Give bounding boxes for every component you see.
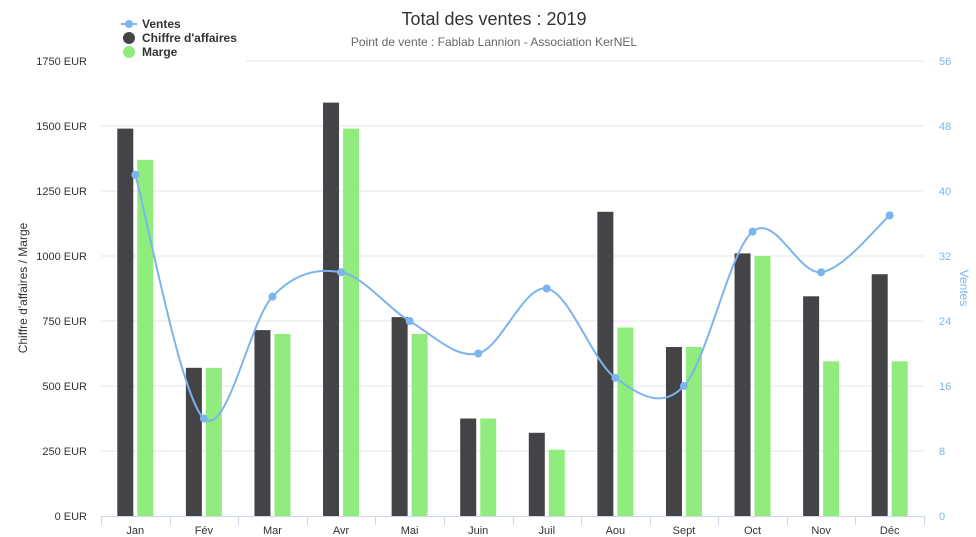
y-left-tick-label: 1750 EUR <box>36 56 87 68</box>
legend-point-symbol <box>125 20 133 28</box>
y-right-tick-label: 24 <box>939 316 951 328</box>
revenue-bar <box>803 296 820 516</box>
revenue-bar <box>460 418 477 516</box>
y-left-tick-label: 750 EUR <box>42 316 87 328</box>
sales-point <box>611 373 620 382</box>
x-tick-label: Avr <box>333 525 350 537</box>
x-tick-label: Juil <box>539 525 556 537</box>
sales-point <box>474 349 483 358</box>
legend-box <box>116 15 246 63</box>
revenue-bar <box>665 347 682 516</box>
margin-bar <box>754 256 771 516</box>
margin-bar <box>411 334 428 516</box>
y-right-tick-label: 56 <box>939 56 951 68</box>
revenue-bar <box>254 330 271 516</box>
sales-point <box>885 211 894 220</box>
revenue-bar <box>391 317 408 516</box>
x-tick-label: Aou <box>606 525 626 537</box>
sales-point <box>131 170 140 179</box>
sales-point <box>199 414 208 423</box>
sales-point <box>337 268 346 277</box>
y-right-tick-label: 40 <box>939 186 951 198</box>
x-tick-label: Fév <box>195 525 214 537</box>
grid-lines <box>101 60 924 452</box>
margin-bar <box>685 347 702 516</box>
y-right-tick-label: 0 <box>939 511 945 523</box>
legend-symbol <box>123 46 135 58</box>
legend-label: Ventes <box>142 17 181 31</box>
legend-symbol <box>123 32 135 44</box>
x-tick-label: Oct <box>744 525 761 537</box>
revenue-bar <box>528 432 545 516</box>
x-tick-label: Juin <box>468 525 488 537</box>
y-left-tick-label: 500 EUR <box>42 381 87 393</box>
sales-point <box>748 227 757 236</box>
legend-label: Marge <box>142 45 178 59</box>
margin-bar <box>617 327 634 516</box>
y-left-tick-label: 1500 EUR <box>36 121 87 133</box>
margin-bar <box>205 367 222 516</box>
revenue-bar <box>323 102 340 516</box>
sales-point <box>817 268 826 277</box>
sales-point <box>268 292 277 301</box>
y-left-tick-label: 0 EUR <box>55 511 87 523</box>
x-tick-label: Mai <box>401 525 419 537</box>
margin-bar <box>548 449 565 516</box>
revenue-bar <box>185 367 202 516</box>
y-left-tick-label: 250 EUR <box>42 446 87 458</box>
legend-label: Chiffre d'affaires <box>142 31 237 45</box>
y-axis-right-title: Ventes <box>957 270 971 307</box>
y-left-tick-label: 1250 EUR <box>36 186 87 198</box>
margin-bar <box>823 361 840 516</box>
chart-subtitle: Point de vente : Fablab Lannion - Associ… <box>351 35 638 49</box>
y-right-tick-label: 16 <box>939 381 951 393</box>
margin-bar <box>343 128 360 516</box>
revenue-bar <box>117 128 134 516</box>
y-right-tick-label: 8 <box>939 446 945 458</box>
sales-point <box>405 317 414 325</box>
x-tick-label: Déc <box>880 525 900 537</box>
y-right-tick-label: 48 <box>939 121 951 133</box>
x-tick-label: Mar <box>263 525 282 537</box>
y-right-tick-label: 32 <box>939 251 951 263</box>
sales-point <box>679 382 688 390</box>
revenue-bar <box>734 253 751 516</box>
revenue-bar <box>871 274 888 516</box>
margin-bar <box>137 159 154 517</box>
x-tick-label: Sept <box>673 525 696 537</box>
x-tick-label: Jan <box>126 525 144 537</box>
bars <box>117 102 908 517</box>
revenue-bar <box>597 211 614 517</box>
margin-bar <box>274 334 291 516</box>
sales-point <box>542 284 551 293</box>
margin-bar <box>891 361 908 516</box>
chart-title: Total des ventes : 2019 <box>401 9 586 29</box>
axes: 0 EUR 250 EUR 500 EUR 750 EUR 1000 EUR 1250 E… <box>36 56 951 537</box>
margin-bar <box>480 418 497 516</box>
sales-line <box>131 170 894 423</box>
y-left-tick-label: 1000 EUR <box>36 251 87 263</box>
sales-line-path <box>134 174 891 422</box>
y-axis-left-title: Chiffre d'affaires / Marge <box>16 222 30 353</box>
x-tick-label: Nov <box>811 525 831 537</box>
